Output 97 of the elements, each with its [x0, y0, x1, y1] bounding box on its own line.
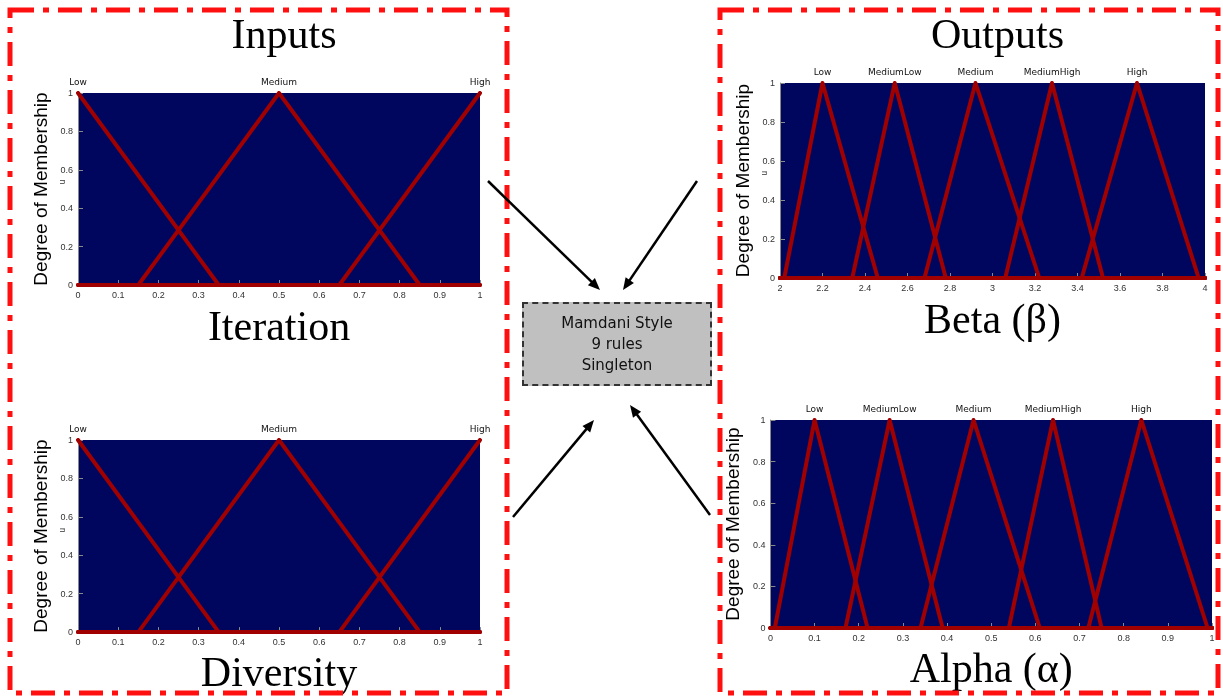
- x-tick-label: 0.4: [940, 632, 954, 643]
- x-tick-label: 0: [75, 636, 81, 647]
- series-label: MediumLow: [867, 66, 922, 77]
- x-axis-title: Alpha (α): [909, 644, 1073, 692]
- x-tick-label: 0.6: [1029, 632, 1042, 643]
- y-tick-label: 0.2: [752, 581, 766, 592]
- x-tick-label: 0.7: [1073, 632, 1086, 643]
- y-tick-label: 0: [769, 273, 775, 283]
- series-label: Medium: [957, 66, 994, 77]
- x-tick-label: 4: [1202, 282, 1208, 293]
- x-tick-label: 0.1: [111, 289, 125, 300]
- series-label: Medium: [261, 423, 297, 434]
- text: Mamdani Style: [561, 312, 673, 334]
- y-tick-label: 0.8: [60, 126, 73, 137]
- x-axis-title: Beta (β): [924, 296, 1061, 343]
- x-tick-label: 0.7: [353, 636, 366, 647]
- x-tick-label: 0.2: [152, 289, 165, 300]
- x-tick-label: 1: [477, 289, 483, 300]
- x-tick-label: 0.7: [353, 289, 366, 300]
- x-axis-title: Iteration: [207, 303, 351, 349]
- x-tick-label: 0.8: [1117, 632, 1130, 643]
- x-tick-label: 0.8: [393, 289, 406, 300]
- series-label: Low: [69, 423, 87, 434]
- y-tick-label: 0.6: [60, 511, 73, 522]
- series-label: MediumHigh: [1024, 403, 1082, 414]
- y-tick-label: 0.4: [60, 550, 73, 561]
- x-tick-label: 1: [477, 636, 483, 647]
- y-tick-label: 0.4: [752, 539, 766, 550]
- y-tick-label: 0.4: [762, 195, 775, 205]
- x-tick-label: 0.1: [808, 632, 821, 643]
- x-tick-label: 0.6: [312, 289, 326, 300]
- series-label: Medium: [955, 403, 992, 414]
- x-tick-label: 0.3: [192, 636, 205, 647]
- x-tick-label: 3.8: [1156, 282, 1169, 293]
- x-tick-label: 0.5: [272, 289, 286, 300]
- x-tick-label: 3.4: [1071, 282, 1084, 293]
- y-tick-label: 0.2: [60, 241, 73, 252]
- series-label: Medium: [261, 76, 297, 87]
- x-tick-label: 0.5: [984, 632, 998, 643]
- y-tick-label: 0.2: [762, 234, 775, 244]
- x-tick-label: 0.2: [152, 636, 165, 647]
- x-tick-label: 0.9: [433, 636, 447, 647]
- y-tick-label: 0.8: [752, 456, 766, 467]
- y-axis-title: Degree of Membership: [731, 83, 753, 278]
- x-tick-label: 3.6: [1113, 282, 1127, 293]
- series-label: MediumHigh: [1023, 66, 1081, 77]
- y-tick-label: 0.8: [762, 117, 775, 127]
- x-tick-label: 0.3: [896, 632, 910, 643]
- x-tick-label: 2.4: [858, 282, 872, 293]
- x-tick-label: 2.8: [943, 282, 957, 293]
- y-tick-label: 0.2: [60, 588, 73, 599]
- x-tick-label: 2.2: [816, 282, 829, 293]
- y-tick-label: 1: [769, 78, 775, 88]
- x-tick-label: 0.3: [192, 289, 205, 300]
- x-tick-label: 2.6: [901, 282, 914, 293]
- series-label: High: [1131, 403, 1152, 414]
- x-tick-label: 0.2: [852, 632, 865, 643]
- y-axis-title: Degree of Membership: [29, 92, 51, 286]
- x-tick-label: 0.5: [272, 636, 286, 647]
- series-label: Low: [805, 403, 824, 414]
- x-axis-title: Diversity: [200, 649, 358, 695]
- y-tick-label: 0.6: [762, 156, 775, 166]
- y-tick-label: 0.6: [60, 164, 73, 175]
- x-tick-label: 3.2: [1028, 282, 1042, 293]
- x-tick-label: 3: [989, 282, 996, 293]
- x-tick-label: 0: [75, 289, 81, 300]
- series-label: Low: [69, 76, 87, 87]
- text: u: [57, 179, 67, 185]
- series-label: High: [469, 423, 491, 434]
- text: u: [57, 527, 67, 533]
- y-tick-label: 0.8: [60, 473, 73, 484]
- y-axis-title: Degree of Membership: [722, 427, 743, 621]
- y-axis-title: Degree of Membership: [29, 439, 51, 633]
- text: 9 rules: [591, 333, 643, 355]
- x-tick-label: 0.4: [232, 636, 246, 647]
- series-label: Low: [813, 66, 832, 77]
- x-tick-label: 0.9: [433, 289, 447, 300]
- chart-title: Inputs: [231, 11, 337, 57]
- x-tick-label: 0.6: [312, 636, 326, 647]
- x-tick-label: 1: [1209, 632, 1215, 643]
- y-tick-label: 0: [760, 623, 766, 633]
- text: u: [759, 170, 769, 176]
- x-tick-label: 0.8: [393, 636, 406, 647]
- x-tick-label: 0.4: [232, 289, 246, 300]
- y-tick-label: 1: [760, 415, 766, 425]
- x-tick-label: 2: [777, 282, 783, 293]
- y-tick-label: 1: [67, 88, 73, 98]
- chart-title: Outputs: [930, 11, 1065, 57]
- x-tick-label: 0.1: [111, 636, 125, 647]
- series-label: High: [1126, 66, 1148, 77]
- y-tick-label: 1: [67, 435, 73, 445]
- series-label: High: [469, 76, 491, 87]
- y-tick-label: 0.4: [60, 203, 73, 214]
- x-tick-label: 0.9: [1161, 632, 1175, 643]
- y-tick-label: 0.6: [752, 498, 766, 509]
- series-label: MediumLow: [862, 403, 917, 414]
- text: Singleton: [581, 354, 653, 376]
